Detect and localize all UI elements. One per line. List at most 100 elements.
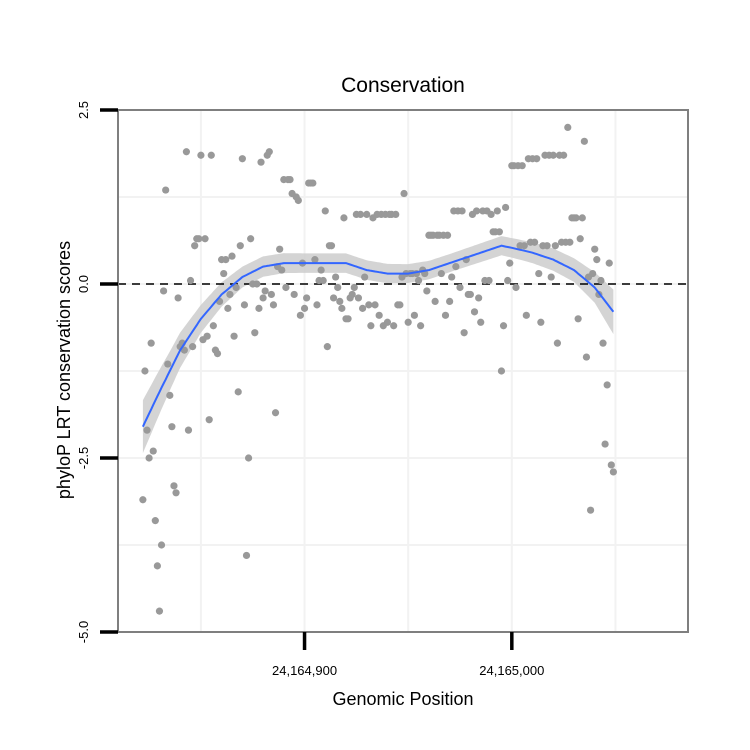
data-point bbox=[286, 176, 294, 184]
data-point bbox=[340, 214, 348, 222]
data-point bbox=[153, 562, 161, 570]
data-point bbox=[589, 269, 597, 278]
data-point bbox=[400, 189, 408, 198]
data-point bbox=[537, 318, 545, 326]
chart-title: Conservation bbox=[341, 74, 465, 97]
data-point bbox=[205, 416, 213, 424]
data-point bbox=[327, 242, 336, 250]
data-point bbox=[566, 238, 574, 246]
data-point bbox=[365, 301, 373, 309]
data-point bbox=[332, 273, 340, 281]
panel-border bbox=[117, 109, 689, 633]
data-point bbox=[485, 276, 493, 285]
data-point bbox=[265, 148, 273, 156]
data-point bbox=[580, 137, 588, 145]
data-point bbox=[549, 151, 557, 159]
data-point bbox=[458, 207, 466, 215]
data-point bbox=[410, 311, 418, 319]
data-point bbox=[172, 489, 180, 497]
data-point bbox=[278, 266, 286, 274]
data-point bbox=[601, 440, 609, 448]
data-point bbox=[222, 256, 230, 264]
data-point bbox=[586, 506, 595, 514]
data-point bbox=[338, 304, 346, 312]
confidence-band bbox=[142, 236, 614, 454]
data-point bbox=[396, 301, 404, 309]
data-point bbox=[329, 294, 338, 302]
data-point bbox=[423, 287, 431, 295]
data-point bbox=[160, 287, 168, 295]
y-tick-label: -2.5 bbox=[76, 447, 91, 469]
data-point bbox=[334, 283, 342, 292]
data-point bbox=[234, 388, 242, 396]
data-point bbox=[147, 339, 155, 347]
data-point bbox=[220, 269, 228, 278]
data-point bbox=[311, 256, 319, 264]
data-point bbox=[443, 231, 452, 239]
data-point bbox=[189, 343, 197, 351]
y-tick-label: -5.0 bbox=[76, 621, 91, 643]
data-point bbox=[149, 447, 157, 455]
data-point bbox=[607, 461, 615, 469]
data-point bbox=[242, 551, 251, 560]
y-axis-title: phyloP LRT conservation scores bbox=[54, 241, 74, 499]
data-point bbox=[344, 315, 352, 323]
data-point bbox=[383, 318, 392, 326]
data-point bbox=[487, 210, 495, 218]
data-point bbox=[593, 256, 601, 264]
data-point bbox=[533, 155, 541, 163]
data-point bbox=[356, 210, 365, 218]
data-point bbox=[300, 304, 309, 312]
data-point bbox=[296, 311, 304, 319]
data-point bbox=[512, 283, 520, 292]
data-point bbox=[162, 186, 170, 194]
data-point bbox=[294, 196, 302, 205]
data-point bbox=[572, 214, 580, 222]
data-point bbox=[361, 273, 369, 281]
data-point bbox=[157, 541, 166, 549]
data-point bbox=[271, 409, 280, 417]
data-point bbox=[448, 273, 456, 281]
data-point bbox=[244, 454, 253, 462]
data-point bbox=[417, 322, 425, 330]
data-point bbox=[269, 301, 278, 309]
data-point bbox=[609, 468, 617, 476]
data-point bbox=[203, 332, 211, 340]
data-point bbox=[502, 203, 510, 212]
data-point bbox=[363, 210, 371, 218]
data-point bbox=[605, 259, 613, 267]
data-point bbox=[276, 245, 284, 253]
data-point bbox=[543, 242, 551, 250]
data-point bbox=[321, 207, 329, 215]
smooth-curve bbox=[141, 244, 615, 428]
data-point bbox=[155, 607, 164, 615]
data-point bbox=[240, 301, 249, 309]
data-point bbox=[303, 294, 311, 302]
data-point bbox=[354, 294, 363, 302]
data-point bbox=[574, 315, 582, 323]
data-point bbox=[230, 332, 238, 340]
data-point bbox=[195, 235, 203, 243]
data-point bbox=[261, 287, 269, 295]
data-point bbox=[336, 297, 344, 305]
data-point bbox=[446, 297, 454, 305]
data-point bbox=[201, 235, 209, 243]
data-point bbox=[392, 210, 400, 218]
confidence-band-area bbox=[142, 236, 614, 454]
data-point bbox=[213, 350, 222, 358]
data-point bbox=[437, 269, 445, 278]
data-point bbox=[414, 276, 423, 285]
data-point bbox=[456, 283, 464, 292]
data-point bbox=[375, 311, 383, 319]
data-point bbox=[259, 294, 267, 302]
data-point bbox=[226, 290, 234, 299]
data-point bbox=[497, 367, 506, 375]
data-point bbox=[560, 151, 568, 159]
data-point bbox=[348, 290, 356, 299]
data-point bbox=[186, 276, 195, 285]
data-point bbox=[253, 280, 261, 288]
data-point bbox=[267, 290, 275, 299]
data-point bbox=[564, 123, 572, 131]
data-point bbox=[358, 304, 367, 312]
x-axis: 24,164,900 24,165,000 bbox=[272, 632, 544, 678]
